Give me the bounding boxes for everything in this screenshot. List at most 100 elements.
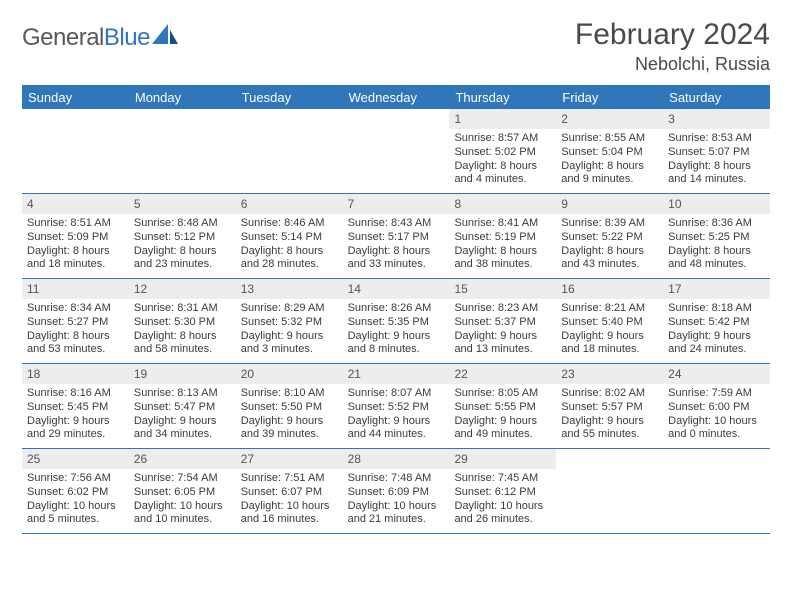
sunrise-line: Sunrise: 8:57 AM — [454, 132, 552, 146]
day-number: 27 — [236, 449, 343, 469]
sunset-line: Sunset: 5:12 PM — [134, 231, 232, 245]
sunrise-line: Sunrise: 8:55 AM — [561, 132, 659, 146]
daylight-line: Daylight: 9 hours and 49 minutes. — [454, 415, 552, 443]
week-row: 4Sunrise: 8:51 AMSunset: 5:09 PMDaylight… — [22, 194, 770, 279]
sunrise-line: Sunrise: 8:46 AM — [241, 217, 339, 231]
day-number: 17 — [663, 279, 770, 299]
sunset-line: Sunset: 5:42 PM — [668, 316, 766, 330]
daylight-line: Daylight: 9 hours and 24 minutes. — [668, 330, 766, 358]
weekday-label: Sunday — [22, 85, 129, 109]
day-details: Sunrise: 8:16 AMSunset: 5:45 PMDaylight:… — [22, 384, 129, 446]
day-details: Sunrise: 8:34 AMSunset: 5:27 PMDaylight:… — [22, 299, 129, 361]
daylight-line: Daylight: 8 hours and 58 minutes. — [134, 330, 232, 358]
daylight-line: Daylight: 10 hours and 5 minutes. — [27, 500, 125, 528]
day-details: Sunrise: 7:59 AMSunset: 6:00 PMDaylight:… — [663, 384, 770, 446]
day-details: Sunrise: 8:41 AMSunset: 5:19 PMDaylight:… — [449, 214, 556, 276]
sunrise-line: Sunrise: 8:05 AM — [454, 387, 552, 401]
day-details: Sunrise: 8:13 AMSunset: 5:47 PMDaylight:… — [129, 384, 236, 446]
sunset-line: Sunset: 6:02 PM — [27, 486, 125, 500]
sunset-line: Sunset: 5:04 PM — [561, 146, 659, 160]
sail-icon — [152, 24, 180, 46]
logo-word-blue: Blue — [104, 24, 150, 51]
weekday-header-row: SundayMondayTuesdayWednesdayThursdayFrid… — [22, 85, 770, 109]
daylight-line: Daylight: 8 hours and 48 minutes. — [668, 245, 766, 273]
day-number: 1 — [449, 109, 556, 129]
sunset-line: Sunset: 5:37 PM — [454, 316, 552, 330]
sunrise-line: Sunrise: 8:13 AM — [134, 387, 232, 401]
day-details: Sunrise: 7:48 AMSunset: 6:09 PMDaylight:… — [343, 469, 450, 531]
day-details: Sunrise: 8:39 AMSunset: 5:22 PMDaylight:… — [556, 214, 663, 276]
sunset-line: Sunset: 5:25 PM — [668, 231, 766, 245]
calendar-cell: 28Sunrise: 7:48 AMSunset: 6:09 PMDayligh… — [343, 449, 450, 533]
daylight-line: Daylight: 10 hours and 21 minutes. — [348, 500, 446, 528]
daylight-line: Daylight: 8 hours and 9 minutes. — [561, 160, 659, 188]
day-details: Sunrise: 8:29 AMSunset: 5:32 PMDaylight:… — [236, 299, 343, 361]
sunrise-line: Sunrise: 7:56 AM — [27, 472, 125, 486]
day-details: Sunrise: 8:21 AMSunset: 5:40 PMDaylight:… — [556, 299, 663, 361]
day-number: 20 — [236, 364, 343, 384]
sunrise-line: Sunrise: 8:51 AM — [27, 217, 125, 231]
sunrise-line: Sunrise: 8:41 AM — [454, 217, 552, 231]
sunset-line: Sunset: 5:14 PM — [241, 231, 339, 245]
calendar-cell: 18Sunrise: 8:16 AMSunset: 5:45 PMDayligh… — [22, 364, 129, 448]
sunset-line: Sunset: 5:32 PM — [241, 316, 339, 330]
daylight-line: Daylight: 8 hours and 18 minutes. — [27, 245, 125, 273]
day-number: 5 — [129, 194, 236, 214]
calendar-cell: 11Sunrise: 8:34 AMSunset: 5:27 PMDayligh… — [22, 279, 129, 363]
daylight-line: Daylight: 10 hours and 26 minutes. — [454, 500, 552, 528]
week-row: 18Sunrise: 8:16 AMSunset: 5:45 PMDayligh… — [22, 364, 770, 449]
day-details: Sunrise: 7:45 AMSunset: 6:12 PMDaylight:… — [449, 469, 556, 531]
daylight-line: Daylight: 9 hours and 34 minutes. — [134, 415, 232, 443]
sunset-line: Sunset: 6:00 PM — [668, 401, 766, 415]
sunrise-line: Sunrise: 7:48 AM — [348, 472, 446, 486]
day-number: 9 — [556, 194, 663, 214]
weekday-label: Wednesday — [343, 85, 450, 109]
day-details: Sunrise: 8:51 AMSunset: 5:09 PMDaylight:… — [22, 214, 129, 276]
day-details: Sunrise: 8:48 AMSunset: 5:12 PMDaylight:… — [129, 214, 236, 276]
calendar-cell: 7Sunrise: 8:43 AMSunset: 5:17 PMDaylight… — [343, 194, 450, 278]
daylight-line: Daylight: 10 hours and 0 minutes. — [668, 415, 766, 443]
day-details: Sunrise: 8:31 AMSunset: 5:30 PMDaylight:… — [129, 299, 236, 361]
day-number: 18 — [22, 364, 129, 384]
calendar-cell: 16Sunrise: 8:21 AMSunset: 5:40 PMDayligh… — [556, 279, 663, 363]
daylight-line: Daylight: 9 hours and 55 minutes. — [561, 415, 659, 443]
daylight-line: Daylight: 8 hours and 38 minutes. — [454, 245, 552, 273]
day-number: 12 — [129, 279, 236, 299]
day-number: 10 — [663, 194, 770, 214]
calendar-cell: 3Sunrise: 8:53 AMSunset: 5:07 PMDaylight… — [663, 109, 770, 193]
sunset-line: Sunset: 5:47 PM — [134, 401, 232, 415]
calendar-cell: 5Sunrise: 8:48 AMSunset: 5:12 PMDaylight… — [129, 194, 236, 278]
day-number: 7 — [343, 194, 450, 214]
day-number: 14 — [343, 279, 450, 299]
calendar-cell — [129, 109, 236, 193]
sunset-line: Sunset: 5:40 PM — [561, 316, 659, 330]
sunrise-line: Sunrise: 8:07 AM — [348, 387, 446, 401]
logo-word-general: General — [22, 24, 104, 51]
calendar-grid: 1 Sunrise: 8:57 AMSunset: 5:02 PM Daylight… — [22, 109, 770, 534]
weekday-label: Saturday — [663, 85, 770, 109]
daylight-line: Daylight: 10 hours and 16 minutes. — [241, 500, 339, 528]
day-number: 16 — [556, 279, 663, 299]
day-number: 3 — [663, 109, 770, 129]
day-number: 29 — [449, 449, 556, 469]
sunrise-line: Sunrise: 8:18 AM — [668, 302, 766, 316]
week-row: 1 Sunrise: 8:57 AMSunset: 5:02 PM Daylight… — [22, 109, 770, 194]
sunrise-line: Sunrise: 8:48 AM — [134, 217, 232, 231]
sunrise-line: Sunrise: 8:29 AM — [241, 302, 339, 316]
sunset-line: Sunset: 5:19 PM — [454, 231, 552, 245]
daylight-line: Daylight: 10 hours and 10 minutes. — [134, 500, 232, 528]
sunrise-line: Sunrise: 8:34 AM — [27, 302, 125, 316]
sunset-line: Sunset: 5:02 PM — [454, 146, 552, 160]
sunset-line: Sunset: 5:35 PM — [348, 316, 446, 330]
day-number: 23 — [556, 364, 663, 384]
day-details: Sunrise: 7:54 AMSunset: 6:05 PMDaylight:… — [129, 469, 236, 531]
week-row: 25Sunrise: 7:56 AMSunset: 6:02 PMDayligh… — [22, 449, 770, 534]
calendar-cell — [236, 109, 343, 193]
location-label: Nebolchi, Russia — [575, 54, 770, 75]
sunset-line: Sunset: 5:22 PM — [561, 231, 659, 245]
day-details: Sunrise: 8:26 AMSunset: 5:35 PMDaylight:… — [343, 299, 450, 361]
daylight-line: Daylight: 8 hours and 33 minutes. — [348, 245, 446, 273]
day-details: Sunrise: 8:23 AMSunset: 5:37 PMDaylight:… — [449, 299, 556, 361]
sunset-line: Sunset: 5:27 PM — [27, 316, 125, 330]
daylight-line: Daylight: 9 hours and 44 minutes. — [348, 415, 446, 443]
